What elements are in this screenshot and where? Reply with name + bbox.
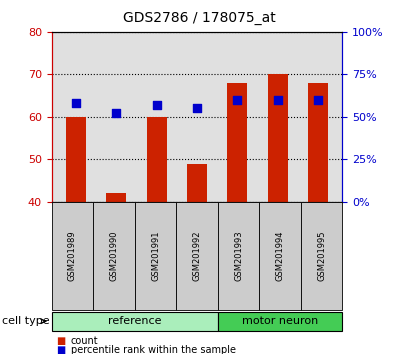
Text: cell type: cell type (2, 316, 50, 326)
Point (194, 105, 200, 111)
Text: count: count (71, 336, 98, 346)
Point (315, 97, 321, 103)
Text: ■: ■ (56, 345, 65, 354)
Text: GSM201991: GSM201991 (151, 230, 160, 281)
Point (113, 110, 119, 116)
Point (234, 97, 240, 103)
Bar (187, 164, 207, 202)
Bar (66, 117, 86, 202)
Text: GSM201989: GSM201989 (68, 230, 77, 281)
Text: reference: reference (108, 316, 162, 326)
Bar (227, 83, 248, 202)
Text: GSM201990: GSM201990 (109, 230, 119, 281)
Point (275, 97, 281, 103)
Text: GSM201992: GSM201992 (193, 230, 201, 281)
Text: GSM201993: GSM201993 (234, 230, 243, 281)
Text: motor neuron: motor neuron (242, 316, 318, 326)
Point (154, 102, 160, 108)
Bar (146, 117, 167, 202)
Text: GSM201995: GSM201995 (317, 230, 326, 281)
Text: GDS2786 / 178075_at: GDS2786 / 178075_at (123, 11, 275, 25)
Text: GSM201994: GSM201994 (275, 230, 285, 281)
Text: percentile rank within the sample: percentile rank within the sample (71, 345, 236, 354)
Bar (308, 83, 328, 202)
Bar (267, 74, 288, 202)
Bar (106, 193, 127, 202)
Text: ■: ■ (56, 336, 65, 346)
Point (73, 101, 79, 106)
